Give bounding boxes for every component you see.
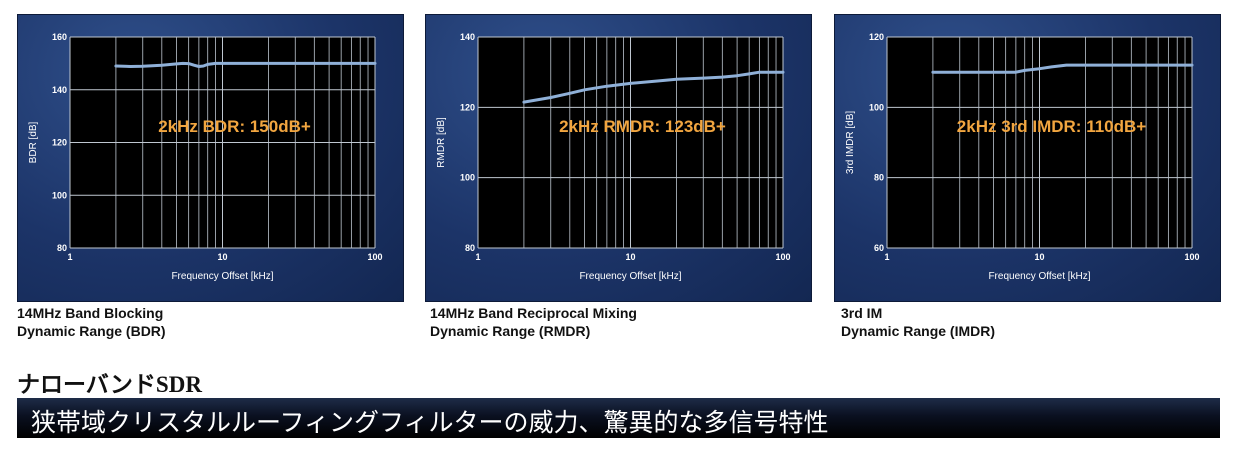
y-tick-label: 120 <box>460 102 475 112</box>
y-tick-label: 60 <box>874 243 884 253</box>
y-tick-label: 80 <box>874 173 884 183</box>
caption-rmdr-line1: 14MHz Band Reciprocal Mixing <box>430 305 637 321</box>
chart-annotation: 2kHz BDR: 150dB+ <box>158 117 311 136</box>
x-axis-label: Frequency Offset [kHz] <box>579 271 681 282</box>
y-tick-label: 80 <box>57 243 67 253</box>
x-axis-label: Frequency Offset [kHz] <box>988 271 1090 282</box>
x-tick-label: 10 <box>217 252 227 262</box>
y-axis-label: 3rd IMDR [dB] <box>845 111 856 175</box>
x-tick-label: 100 <box>1184 252 1199 262</box>
caption-bdr-line2: Dynamic Range (BDR) <box>17 323 166 339</box>
chart-rmdr: 80 100 120 140 1 10 100 Frequency Offset [kHz] R… <box>436 32 791 282</box>
banner-text: 狭帯域クリスタルルーフィングフィルターの威力、驚異的な多信号特性 <box>31 410 829 437</box>
x-tick-label: 10 <box>625 252 635 262</box>
x-tick-label: 1 <box>884 252 889 262</box>
series-line <box>931 63 1194 74</box>
caption-bdr: 14MHz Band Blocking Dynamic Range (BDR) <box>17 304 166 340</box>
y-tick-label: 120 <box>52 138 67 148</box>
section-heading: ナローバンドSDR <box>17 372 202 397</box>
y-tick-label: 100 <box>869 102 884 112</box>
chart-annotation: 2kHz RMDR: 123dB+ <box>559 117 726 136</box>
chart-panel-imdr: 60 80 100 120 1 10 100 Frequency Offset [kHz] 3r… <box>834 14 1221 302</box>
chart-panel-rmdr: 80 100 120 140 1 10 100 Frequency Offset [kHz] R… <box>425 14 812 302</box>
caption-imdr-line2: Dynamic Range (IMDR) <box>841 323 996 339</box>
y-tick-label: 160 <box>52 32 67 42</box>
y-tick-label: 80 <box>465 243 475 253</box>
y-axis-label: RMDR [dB] <box>436 117 447 168</box>
chart-annotation: 2kHz 3rd IMDR: 110dB+ <box>957 117 1146 136</box>
chart-bdr: 80 100 120 140 160 1 10 100 Frequency Offset [kH… <box>28 32 383 282</box>
caption-rmdr: 14MHz Band Reciprocal Mixing Dynamic Ran… <box>430 304 637 340</box>
caption-imdr-line1: 3rd IM <box>841 305 883 321</box>
x-tick-label: 100 <box>775 252 790 262</box>
y-tick-label: 140 <box>460 32 475 42</box>
x-tick-label: 1 <box>475 252 480 262</box>
y-tick-label: 140 <box>52 85 67 95</box>
series-line <box>114 61 377 68</box>
x-axis-label: Frequency Offset [kHz] <box>171 271 273 282</box>
caption-rmdr-line2: Dynamic Range (RMDR) <box>430 323 591 339</box>
x-tick-label: 100 <box>367 252 382 262</box>
x-tick-label: 10 <box>1034 252 1044 262</box>
y-axis-label: BDR [dB] <box>28 121 39 163</box>
y-tick-label: 100 <box>52 190 67 200</box>
feature-banner: 狭帯域クリスタルルーフィングフィルターの威力、驚異的な多信号特性 <box>17 398 1220 438</box>
y-tick-label: 120 <box>869 32 884 42</box>
chart-panel-bdr: 80 100 120 140 160 1 10 100 Frequency Offset [kH… <box>17 14 404 302</box>
y-tick-label: 100 <box>460 173 475 183</box>
caption-bdr-line1: 14MHz Band Blocking <box>17 305 164 321</box>
x-tick-label: 1 <box>67 252 72 262</box>
series-line <box>522 70 785 104</box>
caption-imdr: 3rd IM Dynamic Range (IMDR) <box>841 304 995 340</box>
